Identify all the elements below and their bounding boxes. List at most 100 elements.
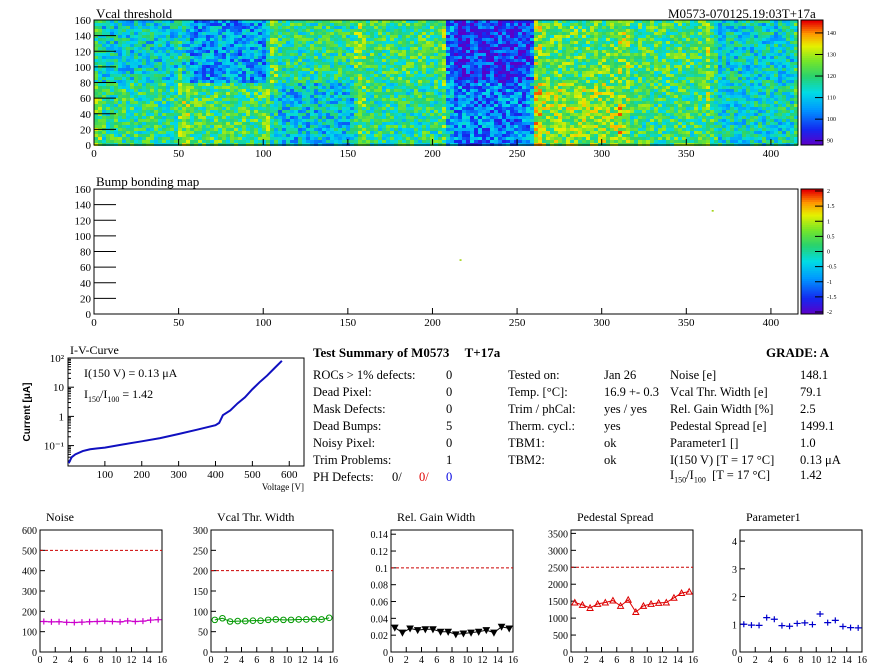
vcal-heatmap-cell [126,56,130,59]
vcal-heatmap-cell [110,74,114,77]
vcal-heatmap-cell [286,119,290,122]
vcal-heatmap-cell [110,80,114,83]
vcal-heatmap-cell [398,92,402,95]
vcal-heatmap-cell [490,53,494,56]
vcal-heatmap-cell [198,56,202,59]
vcal-heatmap-cell [166,80,170,83]
vcal-heatmap-cell [474,113,478,116]
vcal-heatmap-cell [522,59,526,62]
vcal-heatmap-cell [130,104,134,107]
vcal-heatmap-cell [162,86,166,89]
vcal-heatmap-cell [142,116,146,119]
vcal-heatmap-cell [434,47,438,50]
vcal-heatmap-cell [186,95,190,98]
vcal-heatmap-cell [250,116,254,119]
vcal-heatmap-cell [562,125,566,128]
vcal-heatmap-cell [262,110,266,113]
vcal-heatmap-cell [278,35,282,38]
vcal-heatmap-cell [122,32,126,35]
vcal-heatmap-cell [482,53,486,56]
vcal-heatmap-cell [310,41,314,44]
vcal-heatmap-cell [314,26,318,29]
vcal-heatmap-cell [214,101,218,104]
vcal-heatmap-cell [562,116,566,119]
vcal-heatmap-cell [210,86,214,89]
vcal-heatmap-cell [134,71,138,74]
vcal-heatmap-cell [142,38,146,41]
vcal-heatmap-cell [434,104,438,107]
vcal-heatmap-cell [170,131,174,134]
vcal-heatmap-cell [442,59,446,62]
vcal-heatmap-cell [174,68,178,71]
vcal-heatmap-cell [466,38,470,41]
vcal-heatmap-cell [558,113,562,116]
vcal-heatmap-cell [566,71,570,74]
vcal-heatmap-cell [438,38,442,41]
vcal-heatmap-cell [242,50,246,53]
vcal-heatmap-cell [174,20,178,23]
vcal-heatmap-cell [558,137,562,140]
vcal-heatmap-cell [502,89,506,92]
vcal-heatmap-cell [274,98,278,101]
vcal-heatmap-cell [558,59,562,62]
vcal-heatmap-cell [330,23,334,26]
vcal-heatmap-cell [346,101,350,104]
vcal-heatmap-cell [478,29,482,32]
vcal-heatmap-cell [294,116,298,119]
vcal-heatmap-cell [554,137,558,140]
vcal-heatmap-cell [286,65,290,68]
vcal-heatmap-cell [146,134,150,137]
vcal-heatmap-cell [162,116,166,119]
vcal-heatmap-cell [378,68,382,71]
vcal-heatmap-cell [178,26,182,29]
vcal-heatmap-cell [226,35,230,38]
vcal-heatmap-cell [558,77,562,80]
vcal-heatmap-cell [386,32,390,35]
vcal-heatmap-cell [134,128,138,131]
vcal-heatmap-cell [334,59,338,62]
vcal-heatmap-cell [414,116,418,119]
vcal-heatmap-cell [126,26,130,29]
vcal-heatmap-cell [394,83,398,86]
vcal-heatmap-cell [550,65,554,68]
vcal-heatmap-cell [122,38,126,41]
vcal-heatmap-cell [174,134,178,137]
vcal-heatmap-cell [94,38,98,41]
vcal-heatmap-cell [462,29,466,32]
vcal-heatmap-cell [414,53,418,56]
vcal-heatmap-cell [442,50,446,53]
vcal-heatmap-cell [310,29,314,32]
vcal-heatmap-cell [310,86,314,89]
vcal-heatmap-cell [270,23,274,26]
vcal-heatmap-cell [314,104,318,107]
vcal-heatmap-cell [98,101,102,104]
vcal-heatmap-cell [182,44,186,47]
vcal-heatmap-cell [118,95,122,98]
vcal-heatmap-cell [294,44,298,47]
vcal-heatmap-cell [214,131,218,134]
vcal-heatmap-cell [178,74,182,77]
vcal-heatmap-cell [222,26,226,29]
vcal-heatmap-cell [370,86,374,89]
vcal-heatmap-cell [354,77,358,80]
vcal-heatmap-cell [198,59,202,62]
vcal-heatmap-cell [210,137,214,140]
vcal-heatmap-cell [482,134,486,137]
vcal-heatmap-cell [442,131,446,134]
vcal-heatmap-cell [230,35,234,38]
vcal-heatmap-cell [214,41,218,44]
vcal-heatmap-cell [330,98,334,101]
vcal-heatmap-cell [250,92,254,95]
vcal-heatmap-cell [254,29,258,32]
vcal-heatmap-cell [458,131,462,134]
vcal-heatmap-cell [222,86,226,89]
vcal-heatmap-cell [390,44,394,47]
vcal-heatmap-cell [438,65,442,68]
vcal-heatmap-cell [322,128,326,131]
vcal-heatmap-cell [550,98,554,101]
vcal-heatmap-cell [230,122,234,125]
vcal-heatmap-cell [346,56,350,59]
vcal-heatmap-cell [550,59,554,62]
vcal-heatmap-cell [106,104,110,107]
vcal-heatmap-cell [142,134,146,137]
